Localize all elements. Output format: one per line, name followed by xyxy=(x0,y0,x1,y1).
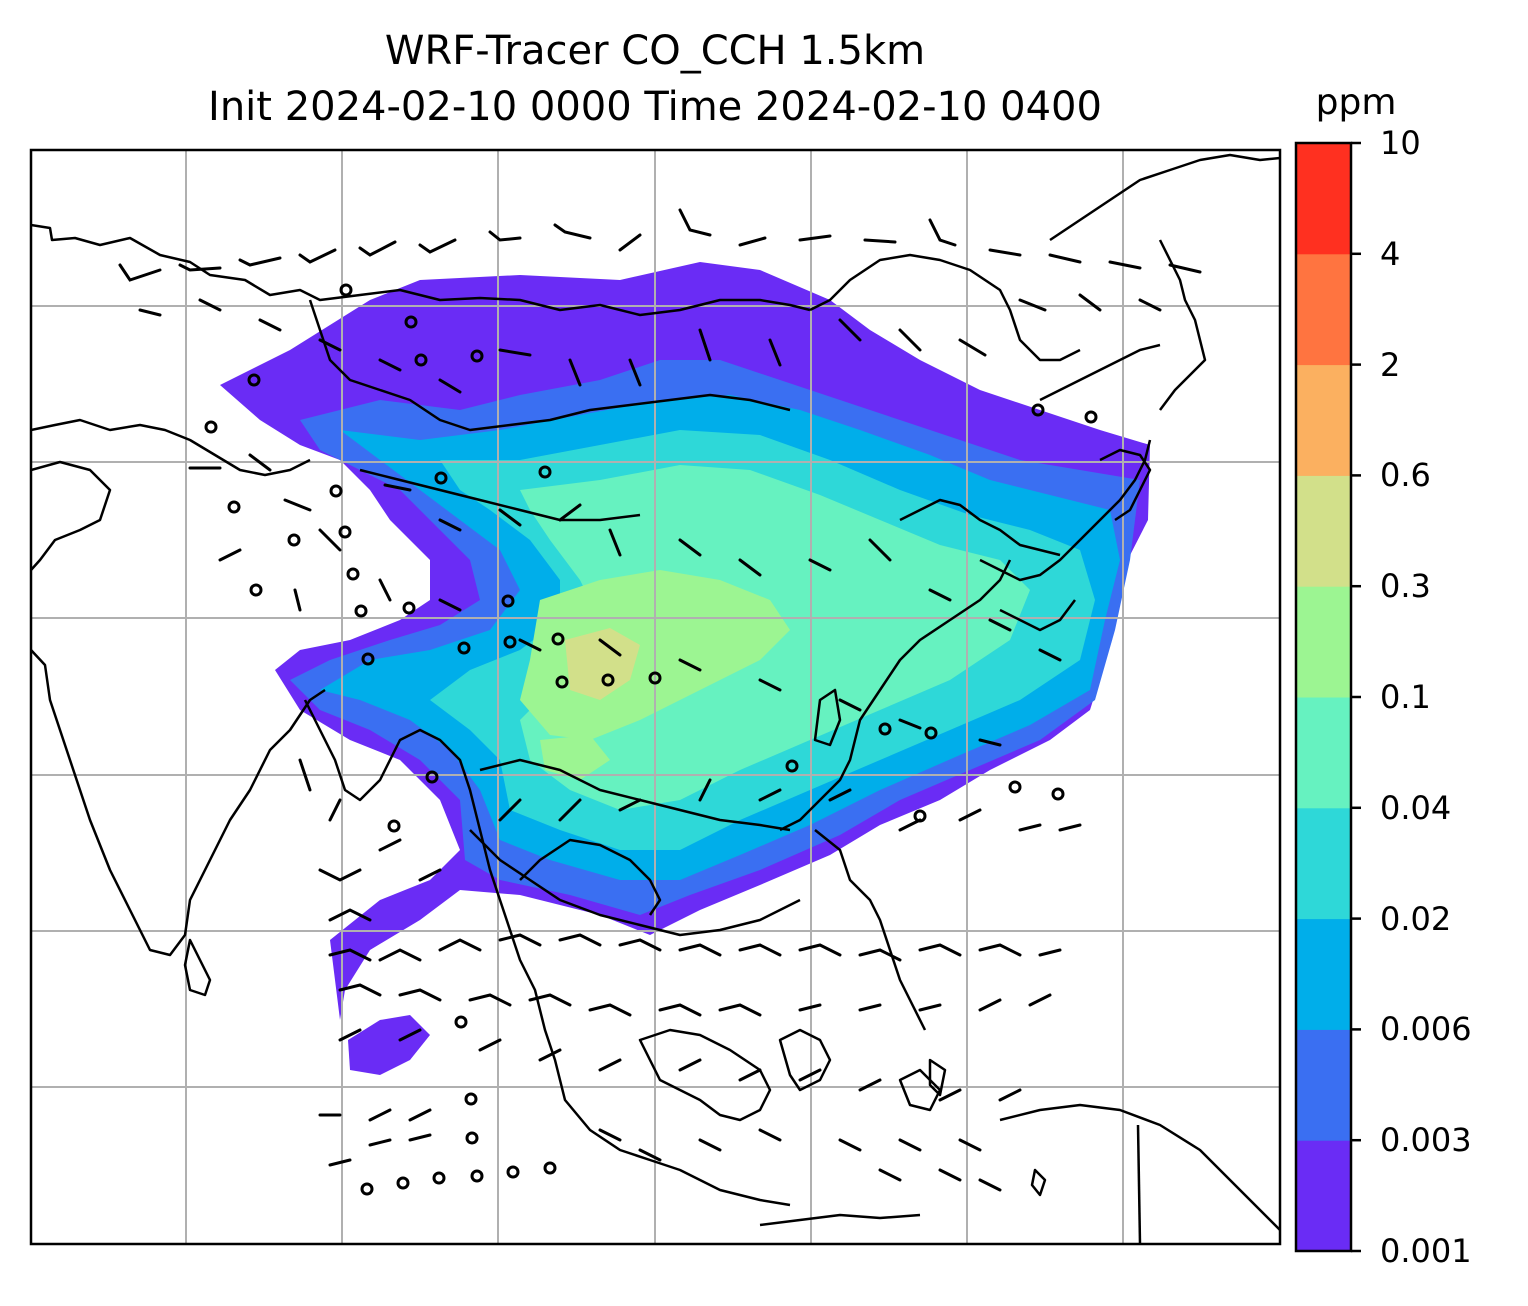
colorbar-tick-label: 0.02 xyxy=(1380,899,1452,938)
colorbar-tick-label: 0.6 xyxy=(1380,456,1431,495)
colorbar-segment xyxy=(1296,918,1351,1030)
colorbar-tick-label: 2 xyxy=(1380,345,1401,384)
colorbar-segment xyxy=(1296,475,1351,587)
colorbar xyxy=(1294,141,1361,1253)
gridlines xyxy=(31,150,1280,1244)
conc-layer-03 xyxy=(565,628,640,700)
coastlines xyxy=(31,153,1280,1244)
colorbar-segment xyxy=(1296,364,1351,476)
calm-wind-markers xyxy=(204,283,1098,1196)
conc-layer-0001-b xyxy=(348,1015,430,1075)
plot-title-line1: WRF-Tracer CO_CCH 1.5km xyxy=(384,28,926,74)
colorbar-segment xyxy=(1296,1029,1351,1141)
map-area xyxy=(31,150,1280,1244)
colorbar-segment xyxy=(1296,253,1351,366)
colorbar-tick-label: 0.1 xyxy=(1380,678,1431,716)
colorbar-segment xyxy=(1296,143,1351,255)
colorbar-tick-label: 0.3 xyxy=(1380,567,1431,606)
map-frame xyxy=(29,148,1282,1246)
colorbar-segment xyxy=(1296,697,1351,809)
colorbar-tick-label: 4 xyxy=(1380,234,1401,273)
colorbar-tick-label: 0.04 xyxy=(1380,788,1452,827)
colorbar-tick-label: 10 xyxy=(1380,124,1421,162)
colorbar-segment xyxy=(1296,1140,1351,1252)
colorbar-segment xyxy=(1296,807,1351,920)
colorbar-tick-label: 0.001 xyxy=(1380,1232,1472,1270)
colorbar-tick-label: 0.006 xyxy=(1380,1010,1472,1049)
colorbar-tick-label: 0.003 xyxy=(1380,1121,1472,1160)
wind-barbs xyxy=(118,208,1202,1192)
colorbar-segment xyxy=(1296,586,1351,698)
concentration-field xyxy=(220,262,1150,1075)
plot-title-line2: Init 2024-02-10 0000 Time 2024-02-10 040… xyxy=(208,84,1102,130)
colorbar-units: ppm xyxy=(1315,82,1397,123)
